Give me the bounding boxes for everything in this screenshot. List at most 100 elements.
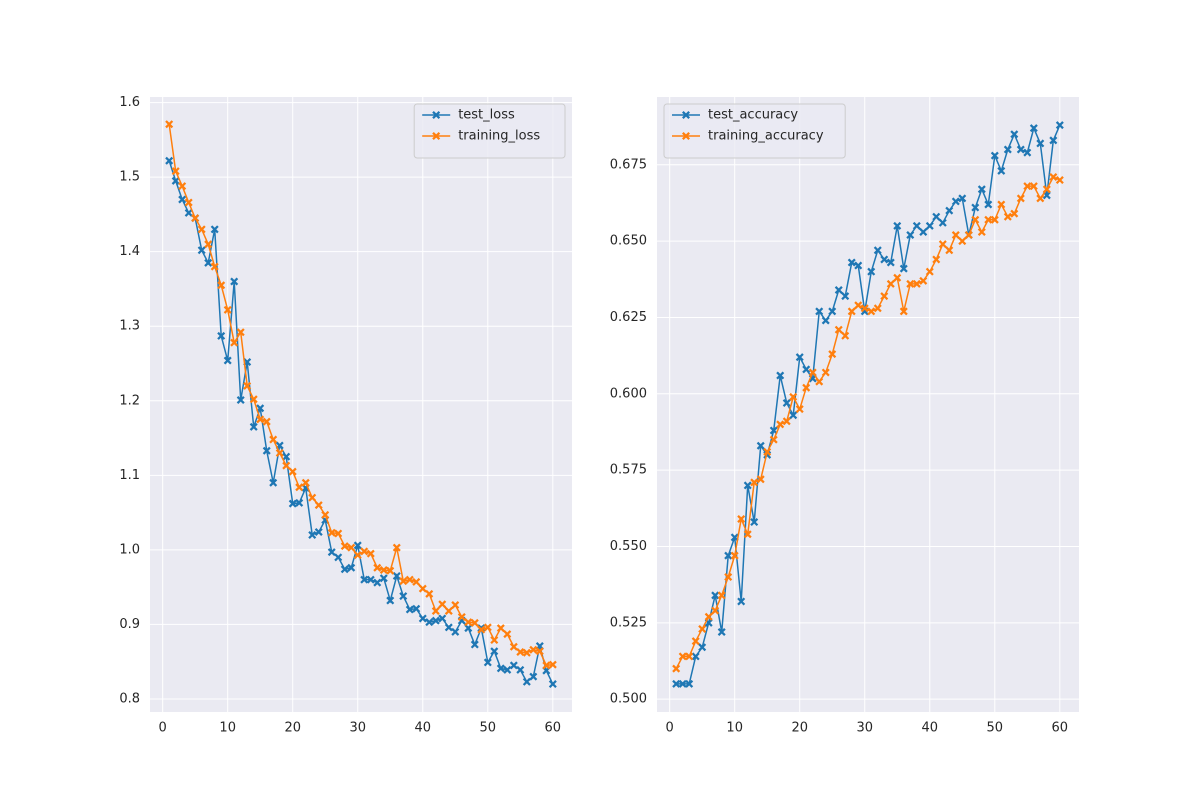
y-tick-label: 1.6 xyxy=(119,95,140,110)
data-point xyxy=(743,530,752,539)
data-point xyxy=(984,215,993,224)
data-point xyxy=(477,625,486,634)
data-point xyxy=(399,592,408,601)
data-point xyxy=(737,597,746,606)
y-tick-label: 1.1 xyxy=(119,468,140,483)
data-point xyxy=(295,483,304,492)
data-point xyxy=(171,167,180,176)
data-point xyxy=(470,640,479,649)
data-point xyxy=(373,563,382,572)
legend-label: training_accuracy xyxy=(708,129,824,144)
data-point xyxy=(464,624,473,633)
data-point xyxy=(698,624,707,633)
data-point xyxy=(724,551,733,560)
data-point xyxy=(496,664,505,673)
y-tick-label: 0.8 xyxy=(119,691,140,706)
data-point xyxy=(412,577,421,586)
data-point xyxy=(750,518,759,527)
data-point xyxy=(301,478,310,487)
data-point xyxy=(197,246,206,255)
data-point xyxy=(217,281,226,290)
data-point xyxy=(769,435,778,444)
data-point xyxy=(828,307,837,316)
data-point xyxy=(938,240,947,249)
data-point xyxy=(782,398,791,407)
data-point xyxy=(308,530,317,539)
x-tick-label: 40 xyxy=(414,721,431,736)
data-point xyxy=(353,551,362,560)
data-point xyxy=(880,255,889,264)
x-tick-label: 40 xyxy=(921,721,938,736)
data-point xyxy=(217,331,226,340)
data-point xyxy=(945,246,954,255)
legend-label: test_accuracy xyxy=(708,108,798,123)
axes: 0 10 20 30 40 50 60 0.8 0.9 1.0 1.1 1.2 1.3 1.4 1.5 1.6… xyxy=(119,95,572,736)
plot-area xyxy=(657,97,1079,712)
x-tick-label: 20 xyxy=(791,721,808,736)
data-point xyxy=(191,214,200,223)
x-tick-label: 0 xyxy=(159,721,167,736)
data-point xyxy=(490,647,499,656)
data-point xyxy=(503,665,512,674)
data-point xyxy=(405,575,414,584)
x-tick-label: 10 xyxy=(726,721,743,736)
data-point xyxy=(457,612,466,621)
data-point xyxy=(997,200,1006,209)
data-point xyxy=(464,618,473,627)
data-point xyxy=(795,353,804,362)
data-point xyxy=(509,661,518,670)
data-point xyxy=(769,426,778,435)
data-point xyxy=(763,447,772,456)
legend-marker xyxy=(682,132,690,140)
data-point xyxy=(730,551,739,560)
data-point xyxy=(418,614,427,623)
data-point xyxy=(288,467,297,476)
data-point xyxy=(210,262,219,271)
data-point xyxy=(886,279,895,288)
data-point xyxy=(197,225,206,234)
y-tick-label: 1.0 xyxy=(119,542,140,557)
data-point xyxy=(347,563,356,572)
data-point xyxy=(1029,124,1038,133)
x-tick-label: 30 xyxy=(349,721,366,736)
data-point xyxy=(990,151,999,160)
data-point xyxy=(542,661,551,670)
y-tick-label: 1.5 xyxy=(119,170,140,185)
data-point xyxy=(678,679,687,688)
data-point xyxy=(334,553,343,562)
data-point xyxy=(899,307,908,316)
data-point xyxy=(451,627,460,636)
data-point xyxy=(1049,173,1058,181)
x-tick-label: 0 xyxy=(666,721,674,736)
data-point xyxy=(919,227,928,236)
y-tick-label: 0.525 xyxy=(610,615,647,630)
data-point xyxy=(873,246,882,255)
data-point xyxy=(184,208,193,217)
x-tick-label: 60 xyxy=(1052,721,1069,736)
data-point xyxy=(1055,121,1064,130)
data-point xyxy=(399,577,408,586)
data-point xyxy=(951,231,960,240)
data-point xyxy=(366,575,375,584)
data-point xyxy=(789,392,798,401)
data-point xyxy=(282,452,291,461)
data-point xyxy=(548,680,557,689)
legend-label: training_loss xyxy=(458,129,540,144)
data-point xyxy=(912,221,921,230)
data-point xyxy=(802,365,811,374)
data-point xyxy=(717,628,726,636)
data-point xyxy=(236,328,245,337)
data-point xyxy=(503,630,512,639)
data-point xyxy=(685,652,694,661)
data-point xyxy=(808,368,817,377)
data-point xyxy=(834,325,843,334)
data-point xyxy=(932,212,941,221)
data-point xyxy=(373,578,382,587)
y-tick-label: 1.4 xyxy=(119,244,140,259)
data-point xyxy=(516,665,525,674)
data-point xyxy=(223,305,232,314)
data-point xyxy=(282,461,291,470)
y-tick-label: 0.9 xyxy=(119,617,140,632)
data-point xyxy=(1049,136,1058,145)
